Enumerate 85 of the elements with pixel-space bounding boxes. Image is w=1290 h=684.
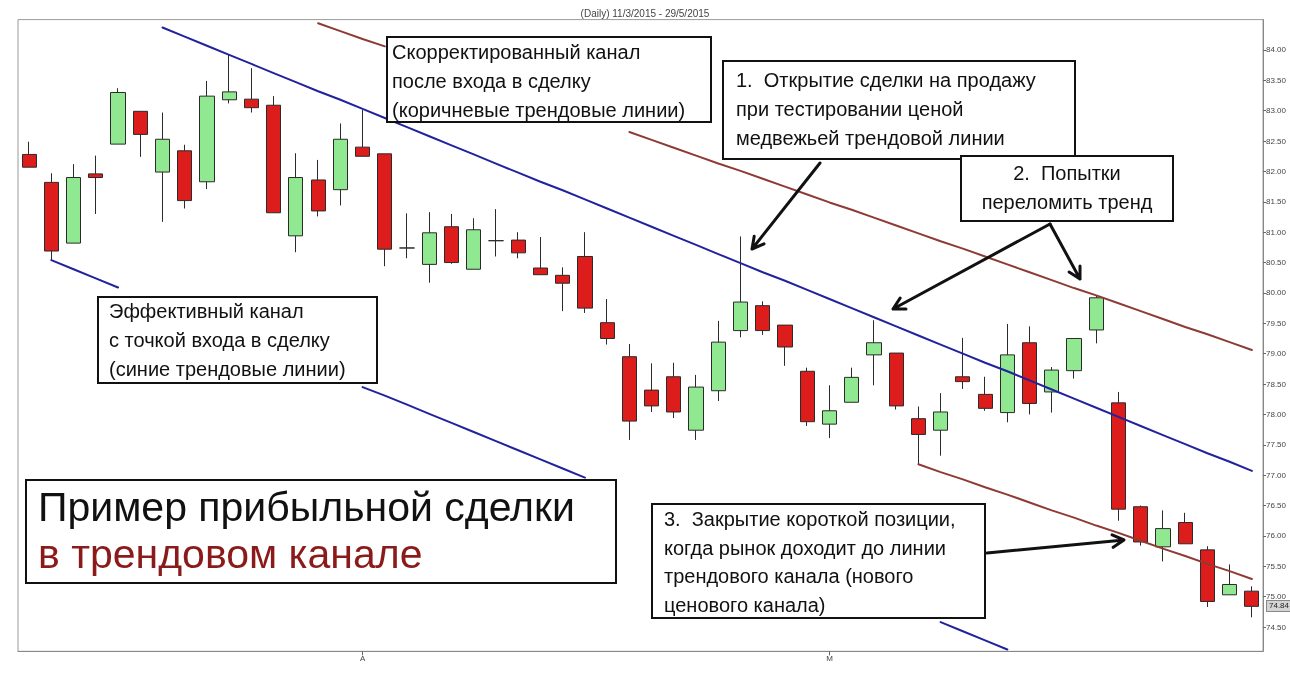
y-tick-label: 80.00 (1266, 288, 1287, 298)
y-tick-label: 82.00 (1266, 166, 1287, 176)
candlestick (1022, 325, 1037, 415)
candlestick (1000, 323, 1015, 423)
candlestick (244, 67, 259, 114)
candlestick (688, 374, 704, 441)
candlestick (88, 155, 103, 215)
candlestick (577, 231, 593, 314)
candlestick (22, 141, 37, 168)
candlestick (44, 172, 59, 261)
y-tick-label: 76.00 (1266, 531, 1287, 541)
annotation: 1. Открытие сделки на продажу при тестировании ценой медвежьей трендовой линии (736, 68, 1037, 151)
candlestick (733, 235, 748, 338)
y-tick-label: 80.50 (1266, 258, 1287, 268)
candlestick (600, 298, 615, 346)
candlestick (422, 211, 437, 284)
y-tick-label: 79.50 (1266, 318, 1287, 328)
x-tick-label: M (826, 653, 834, 663)
candlestick (666, 362, 681, 419)
candlestick (711, 320, 726, 402)
candlestick (399, 212, 415, 259)
candlestick (800, 367, 815, 427)
candlestick (1244, 585, 1259, 618)
candlestick (1044, 366, 1059, 414)
annotation: Пример прибыльной сделки в трендовом канале (38, 484, 576, 578)
candlestick (66, 163, 81, 244)
candlestick (511, 231, 526, 259)
y-tick-label: 78.50 (1266, 379, 1287, 389)
candlestick (933, 392, 948, 457)
candlestick (466, 217, 481, 270)
y-tick-label: 75.50 (1266, 561, 1287, 571)
chart-title: (Daily) 11/3/2015 - 29/5/2015 (580, 7, 710, 19)
candlestick (777, 324, 793, 367)
annotation: 3. Закрытие короткой позиции, когда рынок доходит до линии трендового канала (нового ценового канала) (664, 507, 957, 618)
y-tick-label: 81.00 (1266, 227, 1287, 237)
candlestick (1155, 509, 1171, 562)
y-tick-label: 79.00 (1266, 349, 1287, 359)
candlestick (377, 153, 392, 267)
annotation: Эффективный канал с точкой входа в сделку (синие трендовые линии) (109, 299, 347, 382)
candlestick (311, 159, 326, 217)
y-tick-label: 81.50 (1266, 197, 1287, 207)
candlestick (822, 384, 837, 439)
candlestick (1178, 512, 1193, 545)
annotation: 2. Попытки переломить тренд (980, 161, 1154, 215)
candlestick (110, 87, 126, 145)
y-tick-label: 78.00 (1266, 409, 1287, 419)
x-tick-label: A (359, 653, 366, 663)
candlestick (177, 144, 192, 209)
candlestick (199, 80, 215, 190)
candlestick (1133, 505, 1148, 547)
candlestick (533, 236, 548, 276)
y-tick-label: 75.00 (1266, 592, 1287, 602)
y-tick-label: 84.00 (1266, 45, 1287, 55)
y-tick-label: 76.50 (1266, 501, 1287, 511)
candlestick (755, 300, 770, 336)
y-tick-label: 77.00 (1266, 470, 1287, 480)
candlestick (866, 319, 882, 386)
candlestick (288, 152, 303, 253)
candlestick (444, 213, 459, 265)
candlestick (955, 337, 970, 390)
y-tick-label: 83.00 (1266, 106, 1287, 116)
candlestick (889, 352, 904, 411)
candlestick (1089, 295, 1104, 344)
candlestick (978, 376, 993, 412)
candlestick (1222, 563, 1237, 596)
candlestick (555, 266, 570, 312)
candlestick (1111, 391, 1126, 522)
candlestick (155, 112, 170, 223)
candlestick (622, 343, 637, 441)
candlestick (222, 54, 237, 104)
candlestick (488, 208, 504, 257)
candlestick (266, 95, 281, 214)
candlestick (911, 406, 926, 465)
candlestick (644, 362, 659, 413)
candlestick (333, 122, 348, 206)
annotation: 74.84 (1266, 600, 1290, 613)
candlestick (1066, 337, 1082, 380)
candlestick (844, 367, 859, 403)
candlestick (133, 110, 148, 158)
y-tick-label: 74.50 (1266, 622, 1287, 632)
candlestick (1200, 545, 1215, 608)
y-tick-label: 82.50 (1266, 136, 1287, 146)
y-tick-label: 77.50 (1266, 440, 1287, 450)
candlestick (355, 109, 370, 157)
y-tick-label: 83.50 (1266, 75, 1287, 85)
